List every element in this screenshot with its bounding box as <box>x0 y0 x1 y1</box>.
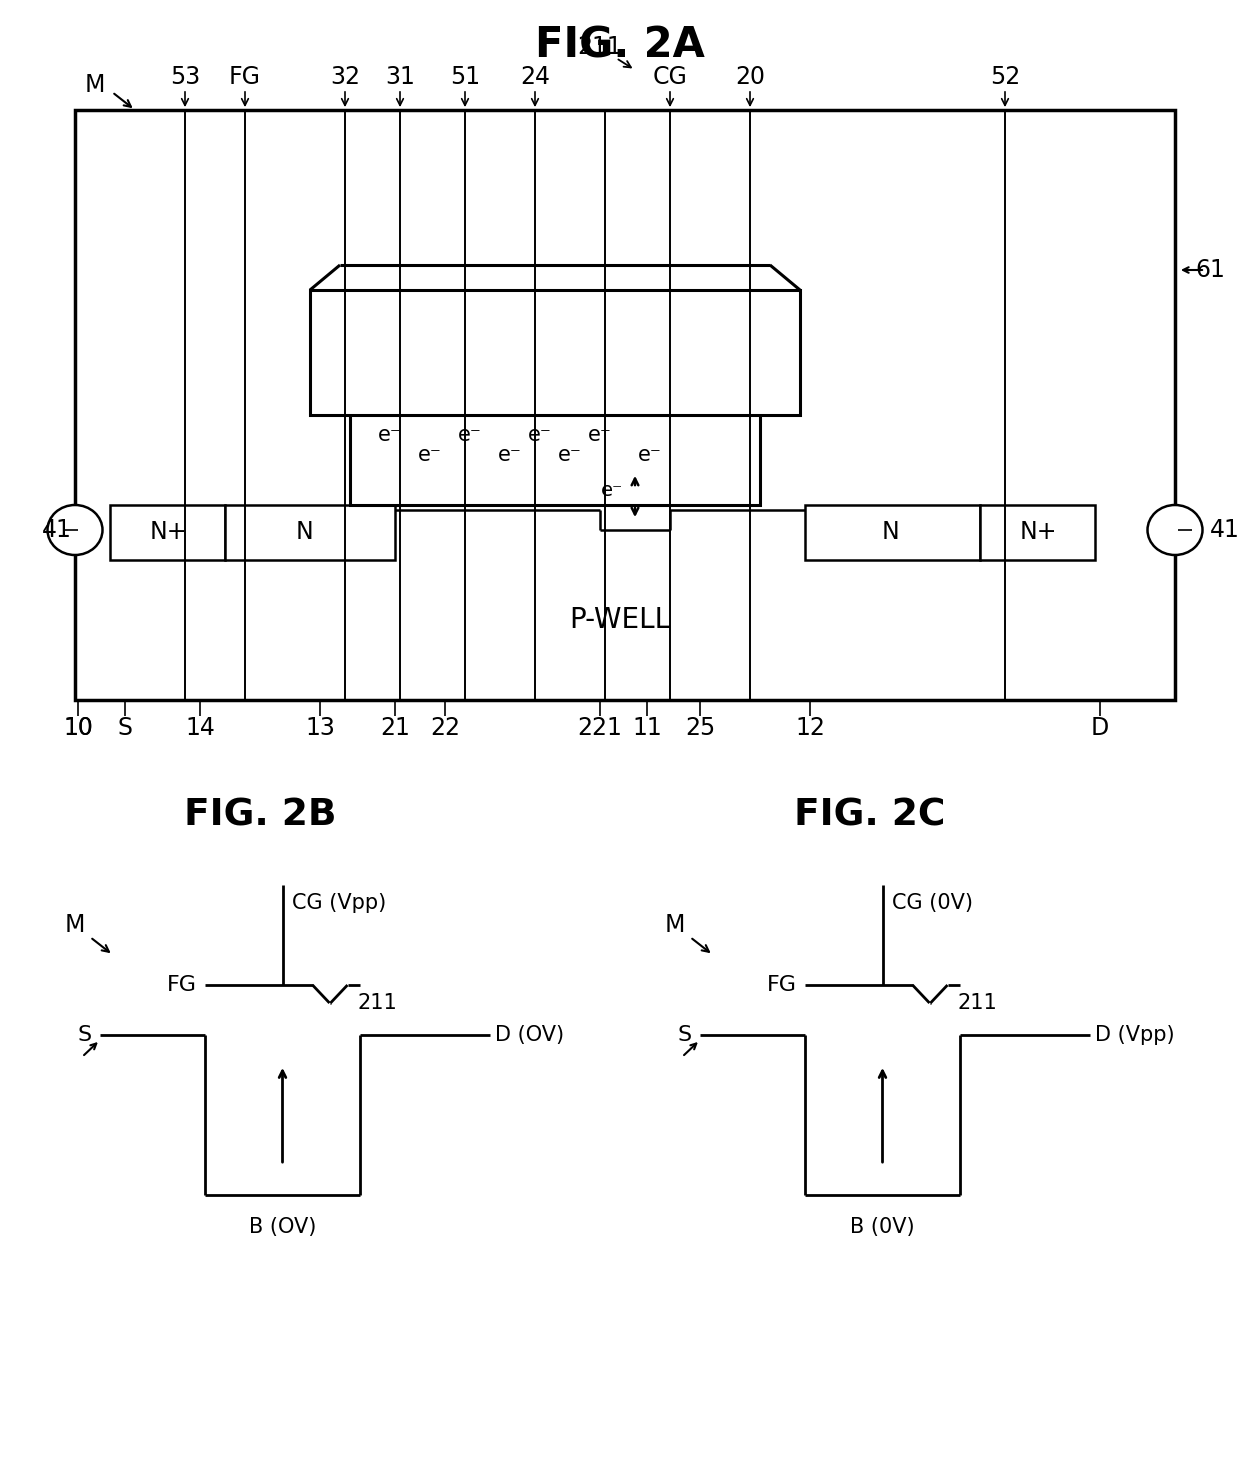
Text: 12: 12 <box>795 716 825 741</box>
Text: 211: 211 <box>957 993 997 1013</box>
Text: 211: 211 <box>357 993 397 1013</box>
Text: e⁻: e⁻ <box>639 445 662 465</box>
Text: e⁻: e⁻ <box>528 424 552 445</box>
Text: e⁻: e⁻ <box>588 424 611 445</box>
Text: FG: FG <box>229 66 260 89</box>
Text: 41: 41 <box>42 518 72 542</box>
Text: N: N <box>882 521 899 544</box>
Text: S: S <box>118 716 133 741</box>
Text: M: M <box>64 913 86 937</box>
Text: FIG. 2A: FIG. 2A <box>536 23 704 66</box>
Text: D (OV): D (OV) <box>495 1025 564 1045</box>
Text: CG (Vpp): CG (Vpp) <box>293 892 387 913</box>
Text: D: D <box>1091 716 1109 741</box>
Text: 22: 22 <box>430 716 460 741</box>
Text: 10: 10 <box>63 716 93 741</box>
Text: 221: 221 <box>578 716 622 741</box>
Text: 41: 41 <box>1210 518 1240 542</box>
Text: M: M <box>84 73 105 98</box>
Ellipse shape <box>1147 504 1203 555</box>
Text: CG (0V): CG (0V) <box>893 892 973 913</box>
Text: 211: 211 <box>578 35 622 58</box>
Text: 13: 13 <box>305 716 335 741</box>
Text: 11: 11 <box>632 716 662 741</box>
Text: 21: 21 <box>381 716 410 741</box>
Text: B (0V): B (0V) <box>851 1217 915 1236</box>
Text: 25: 25 <box>684 716 715 741</box>
Text: N+: N+ <box>1019 521 1056 544</box>
Bar <box>980 504 1095 560</box>
Text: e⁻: e⁻ <box>558 445 582 465</box>
Bar <box>74 109 1176 700</box>
Bar <box>110 504 224 560</box>
Text: FG: FG <box>768 975 797 994</box>
Bar <box>224 504 396 560</box>
Text: 10: 10 <box>63 716 93 741</box>
Text: e⁻: e⁻ <box>458 424 482 445</box>
Text: D (Vpp): D (Vpp) <box>1095 1025 1174 1045</box>
Text: 52: 52 <box>990 66 1021 89</box>
Text: 20: 20 <box>735 66 765 89</box>
Text: 51: 51 <box>450 66 480 89</box>
Ellipse shape <box>47 504 103 555</box>
Text: e⁻: e⁻ <box>498 445 522 465</box>
Text: FIG. 2C: FIG. 2C <box>795 798 946 833</box>
Text: N: N <box>296 521 314 544</box>
Text: e⁻: e⁻ <box>418 445 441 465</box>
Text: FIG. 2B: FIG. 2B <box>184 798 336 833</box>
Text: FG: FG <box>167 975 197 994</box>
Text: 61: 61 <box>1195 258 1225 281</box>
Text: P-WELL: P-WELL <box>569 607 671 634</box>
Text: S: S <box>78 1025 92 1045</box>
Text: N+: N+ <box>149 521 187 544</box>
Bar <box>310 290 800 416</box>
Text: 24: 24 <box>520 66 551 89</box>
Text: CG: CG <box>652 66 687 89</box>
Bar <box>805 504 980 560</box>
Text: e⁻: e⁻ <box>601 481 624 500</box>
Text: B (OV): B (OV) <box>249 1217 316 1236</box>
Text: 53: 53 <box>170 66 200 89</box>
Text: M: M <box>665 913 686 937</box>
Text: 31: 31 <box>386 66 415 89</box>
Text: e⁻: e⁻ <box>378 424 402 445</box>
Text: 32: 32 <box>330 66 360 89</box>
Bar <box>350 410 760 504</box>
Text: S: S <box>678 1025 692 1045</box>
Text: 14: 14 <box>185 716 215 741</box>
